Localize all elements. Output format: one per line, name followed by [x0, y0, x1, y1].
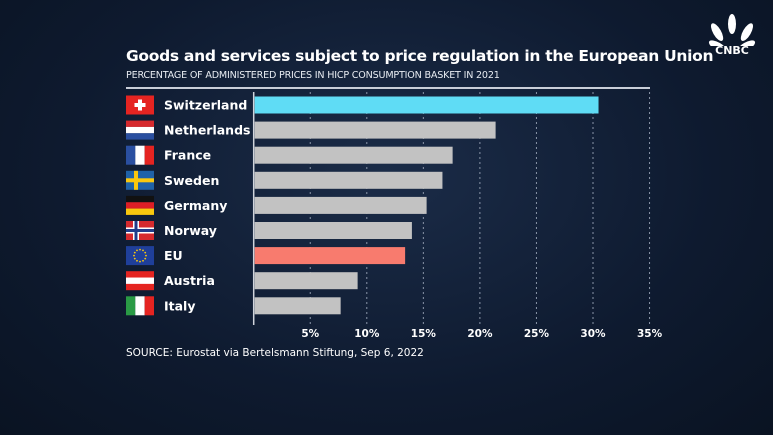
bar-sweden: [254, 171, 443, 189]
germany-flag-icon: [126, 195, 154, 215]
category-label: Germany: [164, 198, 227, 213]
category-label: France: [164, 148, 211, 163]
bar-netherlands: [254, 121, 496, 139]
netherlands-flag-icon: [126, 120, 154, 140]
sweden-flag-icon: [126, 170, 154, 190]
peacock-icon: [708, 14, 756, 53]
category-label: Norway: [164, 223, 217, 238]
x-tick-label: 20%: [467, 328, 493, 340]
x-tick-label: 25%: [524, 328, 550, 340]
category-label: Switzerland: [164, 98, 247, 113]
bar-germany: [254, 196, 427, 214]
bar-eu: [254, 247, 406, 265]
x-tick-label: 5%: [301, 328, 319, 340]
cnbc-logo: CNBC: [704, 14, 760, 57]
category-label: Austria: [164, 273, 215, 288]
eu-flag-icon: [126, 246, 154, 266]
category-label: EU: [164, 248, 183, 263]
category-label: Sweden: [164, 173, 219, 188]
category-label: Italy: [164, 298, 196, 313]
chart-subtitle: PERCENTAGE OF ADMINISTERED PRICES IN HIC…: [126, 70, 500, 81]
italy-flag-icon: [126, 296, 154, 316]
bar-italy: [254, 297, 341, 315]
bar-france: [254, 146, 453, 164]
austria-flag-icon: [126, 271, 154, 291]
bar-austria: [254, 272, 358, 290]
x-tick-label: 10%: [354, 328, 380, 340]
source-note: SOURCE: Eurostat via Bertelsmann Stiftun…: [126, 347, 424, 359]
norway-flag-icon: [126, 221, 154, 240]
switzerland-flag-icon: [126, 95, 154, 115]
chart-title: Goods and services subject to price regu…: [126, 47, 714, 65]
bar-switzerland: [254, 96, 599, 114]
x-tick-label: 30%: [580, 328, 606, 340]
category-label: Netherlands: [164, 123, 250, 138]
bar-norway: [254, 222, 412, 239]
title-divider: [126, 87, 650, 89]
france-flag-icon: [126, 145, 154, 165]
x-tick-label: 35%: [637, 328, 663, 340]
logo-text: CNBC: [715, 44, 749, 57]
x-tick-label: 15%: [411, 328, 437, 340]
